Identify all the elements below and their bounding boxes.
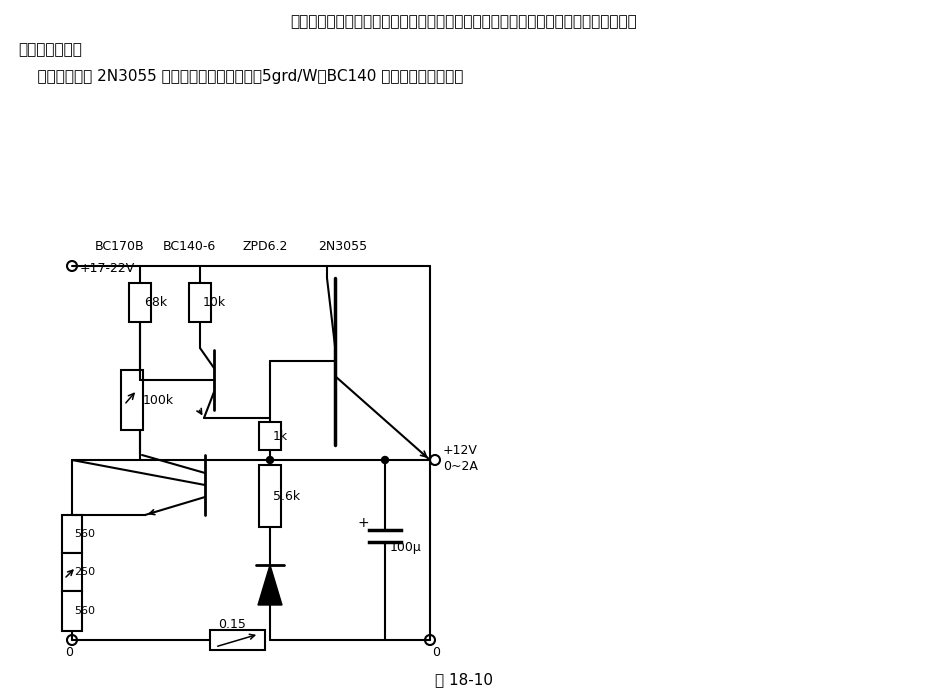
Bar <box>129 283 151 322</box>
Text: +12V: +12V <box>442 443 477 456</box>
Bar <box>121 370 143 430</box>
Text: 1k: 1k <box>273 429 287 443</box>
Text: 100k: 100k <box>143 394 174 406</box>
Text: 68k: 68k <box>144 295 167 309</box>
Bar <box>259 465 281 527</box>
Text: 560: 560 <box>74 606 95 616</box>
Text: 图 18-10: 图 18-10 <box>435 672 492 688</box>
Polygon shape <box>258 565 282 605</box>
Text: 2N3055: 2N3055 <box>318 239 367 253</box>
Text: 0.15: 0.15 <box>218 618 246 630</box>
Bar <box>189 283 210 322</box>
Text: BC170B: BC170B <box>95 239 145 253</box>
Bar <box>210 630 265 650</box>
Circle shape <box>266 456 273 463</box>
Text: 该电路将给定值与实际值电压之差放大，放大系数可以调节。它有较高的稳压系数和较: 该电路将给定值与实际值电压之差放大，放大系数可以调节。它有较高的稳压系数和较 <box>290 15 637 29</box>
Text: 10k: 10k <box>203 295 226 309</box>
Bar <box>62 553 82 591</box>
Text: ZPD6.2: ZPD6.2 <box>243 239 288 253</box>
Text: 560: 560 <box>74 529 95 539</box>
Text: BC140-6: BC140-6 <box>163 239 216 253</box>
Bar <box>259 422 281 450</box>
Text: 在输出晶体管 2N3055 上装有散热板，其热阻＜5grd/W，BC140 也必须安装散热器。: 在输出晶体管 2N3055 上装有散热板，其热阻＜5grd/W，BC140 也必… <box>18 70 463 84</box>
Text: 0: 0 <box>432 646 439 658</box>
Text: +17-22V: +17-22V <box>80 262 135 276</box>
Text: 250: 250 <box>74 567 95 577</box>
Text: +: + <box>357 516 368 530</box>
Bar <box>62 591 82 631</box>
Bar <box>62 515 82 553</box>
Text: 0~2A: 0~2A <box>442 459 477 473</box>
Text: 100μ: 100μ <box>389 542 421 554</box>
Text: 0: 0 <box>65 646 73 658</box>
Circle shape <box>381 456 388 463</box>
Text: 小的输出电阻。: 小的输出电阻。 <box>18 43 82 57</box>
Text: 5.6k: 5.6k <box>273 489 299 503</box>
